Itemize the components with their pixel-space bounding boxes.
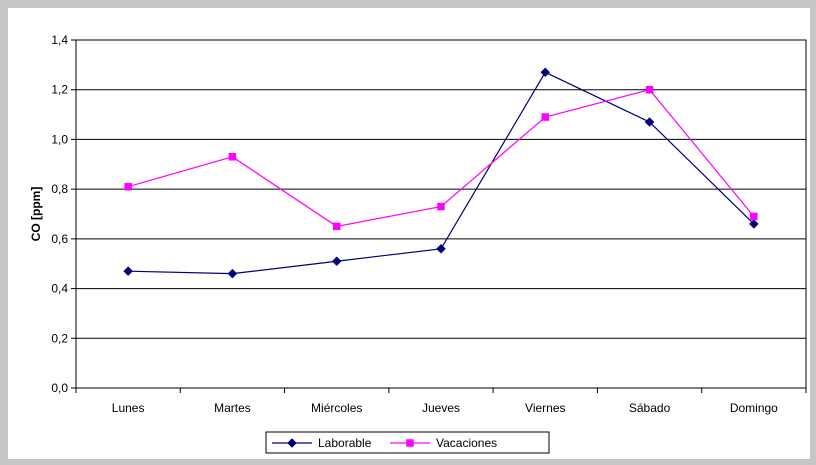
data-point: [332, 222, 341, 231]
data-point: [541, 113, 550, 121]
x-tick-label: Domingo: [730, 401, 778, 415]
x-tick-label: Miércoles: [311, 401, 362, 415]
y-tick-label: 0,8: [51, 182, 68, 196]
series-vacaciones: [124, 85, 758, 231]
series-layer: [123, 67, 759, 279]
data-point: [644, 117, 655, 127]
y-tick-label: 0,0: [51, 381, 68, 395]
y-tick-label: 1,0: [51, 132, 68, 146]
x-axis-ticks: Lunes Martes Miércoles Jueves Viernes Sábado D…: [75, 388, 807, 415]
y-tick-label: 0,2: [51, 331, 68, 345]
legend-label: Laborable: [318, 436, 372, 450]
data-point: [645, 85, 654, 94]
legend: Laborable Vacaciones: [265, 431, 550, 454]
y-tick-label: 1,2: [51, 83, 68, 97]
legend-marker: [406, 439, 414, 447]
y-tick-label: 0,6: [51, 232, 68, 246]
legend-label: Vacaciones: [436, 436, 497, 450]
y-axis-label: CO [ppm]: [29, 187, 43, 242]
data-point: [124, 182, 132, 191]
data-point: [436, 243, 446, 254]
y-tick-label: 0,4: [51, 282, 68, 296]
y-axis-ticks: 0,0 0,2 0,4 0,6 0,8 1,0 1,2 1,4: [51, 33, 76, 395]
data-point: [228, 153, 237, 161]
data-point: [227, 268, 238, 279]
series-laborable: [123, 67, 759, 279]
y-tick-label: 1,4: [51, 33, 68, 47]
x-tick-label: Jueves: [422, 401, 460, 415]
data-point: [749, 219, 759, 229]
plot-area: [75, 39, 807, 389]
data-point: [750, 212, 758, 221]
legend-marker: [287, 438, 297, 448]
data-point: [540, 67, 551, 78]
legend-entry: Vacaciones: [390, 436, 497, 450]
data-point: [123, 266, 133, 277]
data-point: [331, 256, 342, 267]
x-tick-label: Martes: [214, 401, 251, 415]
legend-entry: Laborable: [272, 436, 372, 450]
gridlines: [76, 89, 806, 339]
x-tick-label: Lunes: [112, 401, 145, 415]
x-tick-label: Viernes: [525, 401, 565, 415]
x-tick-label: Sábado: [629, 401, 671, 415]
data-point: [437, 202, 445, 211]
